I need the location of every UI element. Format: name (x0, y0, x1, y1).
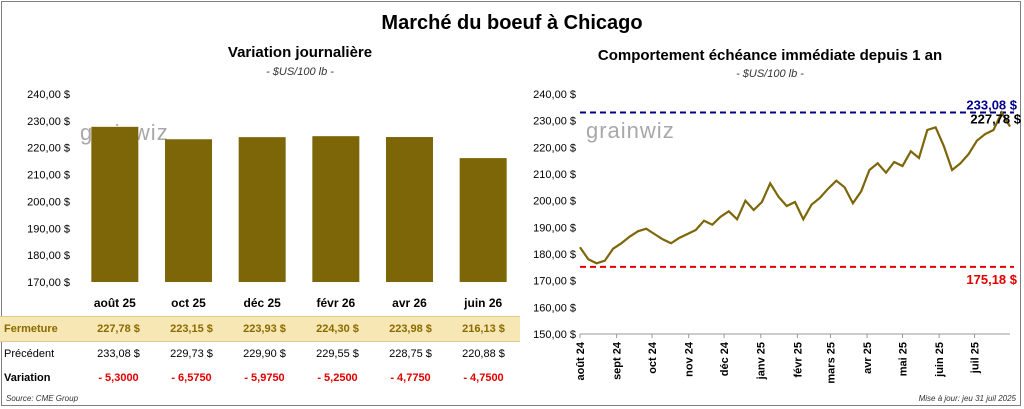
x-tick-label: avr 25 (862, 342, 874, 374)
footer-updated: Mise à jour: jeu 31 juil 2025 (918, 394, 1016, 403)
table-cell: 233,08 $ (97, 348, 140, 360)
table-cell: - 6,5750 (171, 372, 212, 384)
y-tick-label: 230,00 $ (533, 116, 576, 128)
table-cell: - 5,2500 (317, 372, 358, 384)
table-cell: 229,55 $ (316, 348, 359, 360)
bar (386, 137, 433, 282)
x-tick-label: nov 24 (684, 341, 696, 377)
y-tick-label: 180,00 $ (533, 249, 576, 261)
x-tick-label: janv 25 (756, 342, 768, 380)
bar (165, 139, 212, 282)
max-label: 233,08 $ (966, 97, 1017, 112)
y-tick-label: 220,00 $ (27, 143, 70, 155)
x-tick-label: déc 24 (719, 341, 731, 376)
x-tick-label: juin 26 (463, 296, 502, 310)
table-cell: - 4,7750 (390, 372, 431, 384)
y-tick-label: 190,00 $ (533, 222, 576, 234)
line-chart: 240,00 $ 230,00 $ 220,00 $ 210,00 $ 200,00 $… (533, 89, 1022, 384)
last-price-label: 227,78 $ (970, 112, 1021, 127)
table-cell: 227,78 $ (82, 316, 155, 342)
page-title: Marché du boeuf à Chicago (381, 12, 643, 34)
bar (91, 126, 139, 282)
bar (238, 137, 286, 282)
bar (312, 136, 360, 282)
y-tick-label: 210,00 $ (533, 169, 576, 181)
row-label: Variation (4, 372, 51, 384)
y-tick-label: 150,00 $ (533, 329, 576, 341)
y-tick-label: 240,00 $ (27, 89, 70, 101)
table-cell: 220,88 $ (462, 348, 505, 360)
table-cell: - 5,9750 (244, 372, 285, 384)
x-tick-label: avr 26 (392, 296, 427, 310)
x-tick-label: mai 25 (898, 342, 910, 376)
table-cell: 223,98 $ (374, 316, 447, 342)
y-tick-label: 200,00 $ (27, 196, 70, 208)
table-row-variation: Variation - 5,3000 - 6,5750 - 5,9750 - 5… (0, 366, 520, 390)
y-tick-label: 180,00 $ (27, 250, 70, 262)
watermark: grainwiz (586, 118, 675, 143)
right-chart-unit: - $US/100 lb - (736, 68, 804, 80)
table-cell: 229,73 $ (170, 348, 213, 360)
x-tick-label: oct 24 (647, 341, 659, 374)
y-tick-label: 230,00 $ (27, 116, 70, 128)
left-chart-title: Variation journalière (227, 44, 373, 61)
x-tick-label: oct 25 (171, 296, 206, 310)
bar-chart: 240,00 $ 230,00 $ 220,00 $ 210,00 $ 200,00 $… (27, 89, 507, 310)
table-row-close: Fermeture 227,78 $ 223,15 $ 223,93 $ 224… (0, 316, 520, 342)
table-cell: 223,15 $ (155, 316, 228, 342)
table-cell: - 5,3000 (98, 372, 139, 384)
x-tick-label: févr 26 (316, 296, 355, 310)
row-label: Précédent (4, 348, 55, 360)
bar (459, 158, 507, 282)
x-tick-label: août 24 (575, 341, 587, 380)
min-label: 175,18 $ (966, 272, 1017, 287)
x-tick-label: juin 25 (934, 342, 946, 378)
y-tick-label: 200,00 $ (533, 196, 576, 208)
table-cell: 216,13 $ (447, 316, 520, 342)
right-chart-title: Comportement échéance immédiate depuis 1… (597, 47, 943, 64)
x-tick-label: déc 25 (243, 296, 281, 310)
y-tick-label: 170,00 $ (533, 276, 576, 288)
price-series-line (579, 110, 1011, 265)
left-chart-unit: - $US/100 lb - (266, 66, 334, 78)
table-cell: 229,90 $ (243, 348, 286, 360)
table-cell: 223,93 $ (228, 316, 301, 342)
x-tick-label: sept 24 (612, 341, 624, 380)
x-tick-label: févr 25 (792, 342, 804, 377)
y-tick-label: 240,00 $ (533, 89, 576, 101)
x-tick-label: juil 25 (970, 342, 982, 374)
y-tick-label: 160,00 $ (533, 302, 576, 314)
y-tick-label: 190,00 $ (27, 223, 70, 235)
table-cell: 228,75 $ (389, 348, 432, 360)
footer-source: Source: CME Group (6, 394, 79, 403)
y-tick-label: 220,00 $ (533, 142, 576, 154)
price-table: Fermeture 227,78 $ 223,15 $ 223,93 $ 224… (0, 316, 520, 390)
table-cell: - 4,7500 (463, 372, 504, 384)
x-tick-label: mars 25 (825, 342, 837, 384)
row-label: Fermeture (0, 316, 82, 342)
table-row-previous: Précédent 233,08 $ 229,73 $ 229,90 $ 229… (0, 342, 520, 367)
y-tick-label: 210,00 $ (27, 170, 70, 182)
x-tick-label: août 25 (94, 296, 136, 310)
y-tick-label: 170,00 $ (27, 277, 70, 289)
table-cell: 224,30 $ (301, 316, 374, 342)
